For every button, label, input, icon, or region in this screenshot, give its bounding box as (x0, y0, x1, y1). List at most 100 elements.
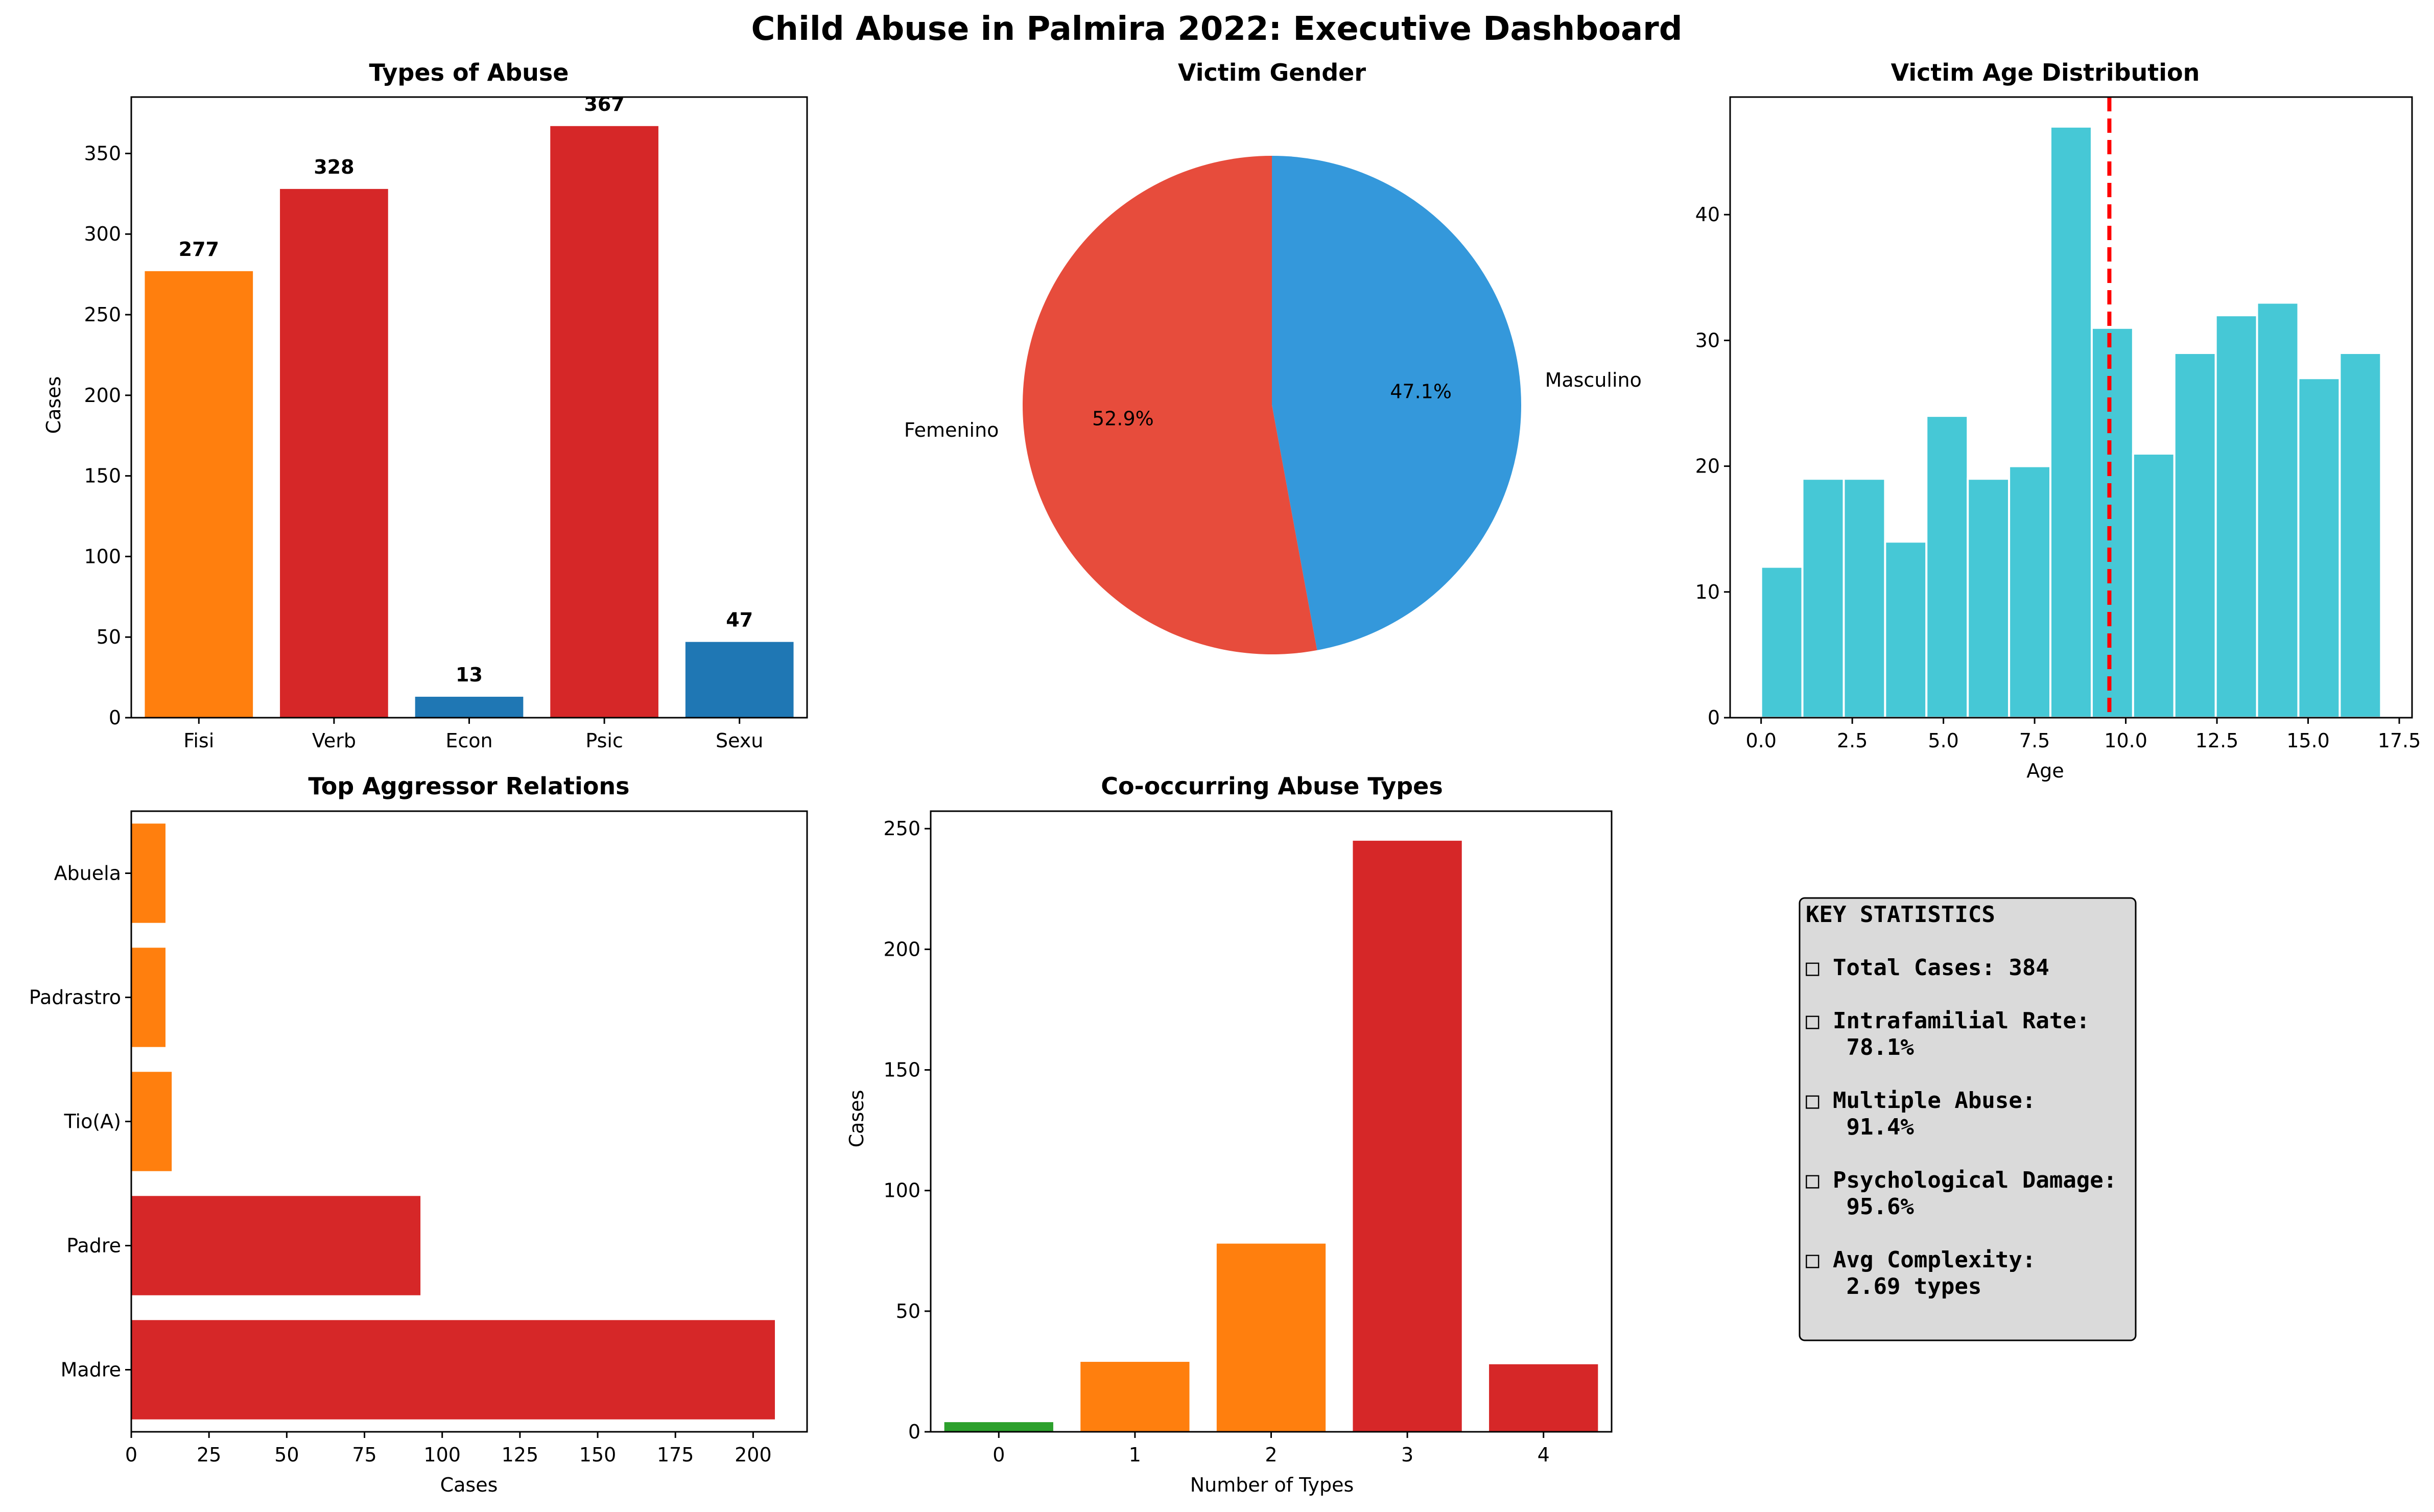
abuse-type-bar (415, 696, 524, 718)
x-tick-label: 7.5 (2019, 729, 2050, 752)
age-histogram-bar (2173, 352, 2217, 719)
types-of-abuse-ylabel: Cases (42, 376, 65, 434)
co-occurring-xlabel: Number of Types (1190, 1474, 1354, 1496)
key-statistic-value: 95.6% (1806, 1194, 1914, 1220)
abuse-type-value-label: 47 (726, 609, 753, 631)
age-histogram-bar (2338, 352, 2382, 719)
pie-category-label: Femenino (904, 419, 999, 441)
key-statistic-line: □ Psychological Damage: (1806, 1167, 2117, 1193)
abuse-type-bar (685, 642, 794, 718)
y-tick-label: Abuela (54, 862, 121, 885)
pie-slice (1272, 156, 1521, 650)
aggressor-relations-title: Top Aggressor Relations (308, 772, 629, 800)
abuse-type-bar (145, 271, 253, 718)
plot-frame (1729, 96, 2413, 719)
x-tick-label: 17.5 (2378, 729, 2421, 752)
x-tick-label: 1 (1129, 1444, 1141, 1466)
aggressor-bar (131, 948, 166, 1047)
victim-age-xlabel: Age (2026, 760, 2064, 782)
age-histogram-bar (2008, 465, 2052, 719)
y-tick-label: 0 (908, 1421, 920, 1443)
dashboard-title: Child Abuse in Palmira 2022: Executive D… (751, 10, 1682, 48)
age-histogram-bar (2049, 125, 2093, 719)
victim-age-chart: Victim Age Distribution Age 0.0 2.5 5.0 7.5… (1695, 59, 2421, 782)
y-tick-label: 0 (1708, 706, 1720, 729)
key-statistic-value: 78.1% (1806, 1034, 1914, 1060)
y-tick-label: 350 (84, 142, 121, 164)
abuse-type-bar (280, 188, 388, 718)
x-tick-label: 75 (352, 1444, 376, 1466)
age-histogram-bar (1967, 478, 2011, 719)
victim-age-title: Victim Age Distribution (1891, 59, 2200, 86)
co-occurring-ylabel: Cases (845, 1090, 868, 1148)
y-tick-label: 150 (883, 1059, 920, 1081)
x-tick-label: 50 (274, 1444, 299, 1466)
x-tick-label: 12.5 (2195, 729, 2239, 752)
pie-percent-label: 47.1% (1390, 380, 1452, 403)
abuse-type-value-label: 13 (456, 664, 483, 686)
co-occurrence-bar (1489, 1364, 1598, 1432)
abuse-type-bar (550, 126, 658, 718)
x-tick-label: Psic (585, 729, 623, 752)
y-tick-label: 50 (97, 626, 121, 648)
x-tick-label: 2.5 (1837, 729, 1868, 752)
y-tick-label: 250 (883, 817, 920, 840)
x-tick-label: 150 (579, 1444, 617, 1466)
age-histogram-bar (2214, 314, 2258, 719)
x-tick-label: 25 (197, 1444, 221, 1466)
y-tick-label: 50 (896, 1300, 920, 1322)
y-tick-label: 200 (883, 938, 920, 960)
age-histogram-bar (2132, 452, 2176, 719)
x-tick-label: Econ (445, 729, 492, 752)
aggressor-bar (131, 823, 166, 923)
y-tick-label: Padre (66, 1235, 121, 1257)
pie-slice (1022, 156, 1317, 655)
x-tick-label: Verb (312, 729, 356, 752)
key-statistic-line: □ Avg Complexity: (1806, 1247, 2036, 1273)
x-tick-label: 100 (423, 1444, 461, 1466)
x-tick-label: 125 (502, 1444, 539, 1466)
co-occurrence-bar (1216, 1243, 1326, 1432)
age-histogram-bar (1925, 415, 1969, 719)
key-statistic-line: □ Intrafamilial Rate: (1806, 1008, 2090, 1034)
age-histogram-bar (1884, 540, 1928, 719)
y-tick-label: 0 (109, 706, 121, 729)
aggressor-relations-chart: Top Aggressor Relations Cases Madre Padre… (29, 772, 808, 1496)
key-statistic-line: □ Total Cases: 384 (1806, 955, 2049, 981)
y-tick-label: 30 (1695, 329, 1720, 351)
x-tick-label: 2 (1265, 1444, 1277, 1466)
x-tick-label: 0 (992, 1444, 1005, 1466)
plot-frame (930, 810, 1613, 1433)
age-histogram-bar (2256, 301, 2300, 719)
co-occurring-title: Co-occurring Abuse Types (1101, 772, 1443, 800)
key-statistic-value: 2.69 types (1806, 1273, 1981, 1300)
x-tick-label: Sexu (716, 729, 763, 752)
aggressor-bar (131, 1072, 172, 1171)
age-histogram-bar (1842, 478, 1886, 719)
x-tick-label: 0 (125, 1444, 137, 1466)
y-tick-label: 200 (84, 384, 121, 407)
pie-percent-label: 52.9% (1092, 408, 1154, 430)
x-tick-label: 5.0 (1928, 729, 1958, 752)
x-tick-label: 4 (1538, 1444, 1550, 1466)
abuse-type-value-label: 367 (584, 93, 624, 115)
x-tick-label: 0.0 (1745, 729, 1776, 752)
key-statistics-box: KEY STATISTICS □ Total Cases: 384 □ Intra… (1799, 897, 2137, 1341)
abuse-type-value-label: 277 (179, 238, 219, 261)
types-of-abuse-title: Types of Abuse (369, 59, 569, 86)
key-statistics-heading: KEY STATISTICS (1806, 902, 1995, 928)
co-occurrence-bar (1353, 840, 1462, 1432)
plot-frame (130, 810, 808, 1433)
age-histogram-bar (2297, 377, 2341, 719)
y-tick-label: 150 (84, 465, 121, 487)
victim-gender-chart: Victim Gender 47.1% Masculino 52.9% Femenin… (904, 59, 1642, 655)
abuse-type-value-label: 328 (314, 156, 354, 178)
victim-gender-title: Victim Gender (1178, 59, 1366, 86)
co-occurrence-bar (1080, 1362, 1190, 1432)
aggressor-bar (131, 1320, 775, 1420)
co-occurring-chart: Co-occurring Abuse Types Number of Types… (845, 772, 1613, 1496)
types-of-abuse-chart: Types of Abuse Cases 277 Fisi 328 Verb 13 Eco… (42, 59, 808, 752)
x-tick-label: 175 (657, 1444, 694, 1466)
aggressor-relations-xlabel: Cases (440, 1474, 498, 1496)
